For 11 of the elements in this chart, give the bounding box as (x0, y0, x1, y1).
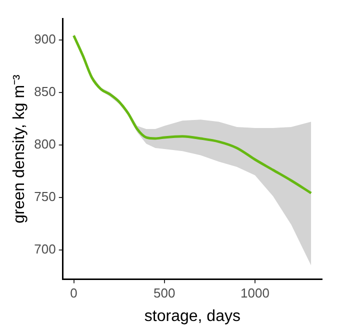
y-tick-label: 850 (34, 84, 56, 99)
y-tick-label: 800 (34, 136, 56, 152)
y-tick-label: 900 (34, 31, 56, 46)
x-tick-label: 500 (154, 286, 176, 301)
x-tick-label: 0 (70, 286, 78, 301)
x-tick-label: 1000 (240, 286, 270, 301)
y-tick-label: 700 (34, 241, 56, 256)
y-tick-label: 750 (34, 188, 56, 204)
y-axis-title: green density, kg m⁻³ (11, 74, 28, 224)
x-axis-title: storage, days (144, 308, 240, 325)
line-series (72, 34, 312, 194)
